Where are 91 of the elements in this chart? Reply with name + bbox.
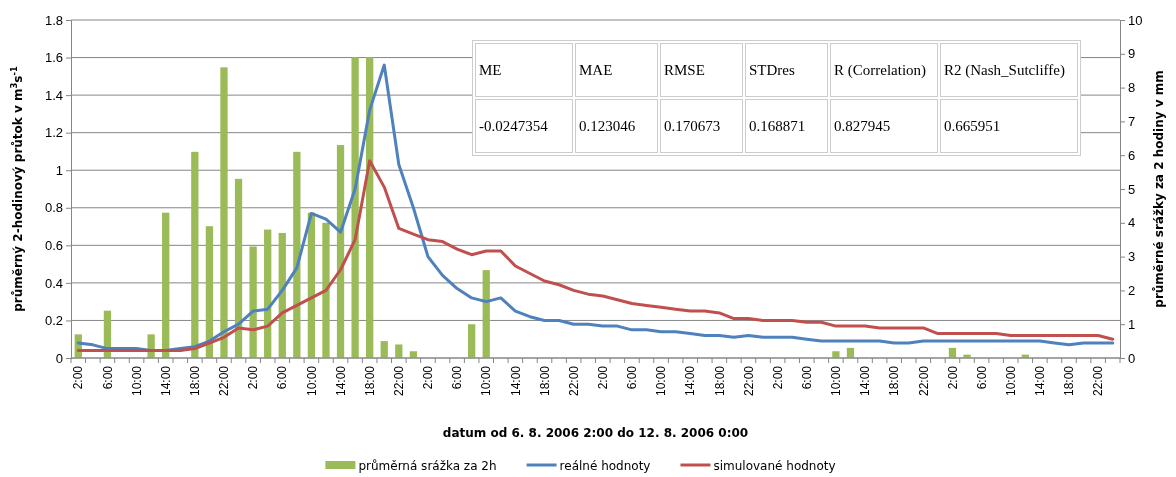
x-tick-label: 6:00	[100, 365, 115, 390]
y2-tick-label: 6	[1128, 147, 1136, 163]
bar	[234, 178, 243, 358]
x-tick-label: 6:00	[799, 365, 814, 390]
annotation: MAE	[575, 43, 658, 97]
x-tick-label: 10:00	[829, 365, 844, 397]
y2-tick-label: 1	[1128, 316, 1136, 332]
annotation: 0.665951	[940, 99, 1078, 153]
bar	[468, 324, 476, 358]
y-tick-label: 0.8	[44, 200, 63, 216]
annotation: RMSE	[660, 43, 743, 97]
x-tick-label: 22:00	[566, 365, 581, 397]
legend-label: simulované hodnoty	[713, 459, 836, 473]
x-tick-label: 10:00	[304, 365, 319, 397]
x-tick-label: 2:00	[595, 365, 610, 390]
x-tick-label: 10:00	[654, 365, 669, 397]
x-tick-label: 18:00	[712, 365, 727, 397]
y-tick-label: 0.6	[44, 237, 63, 253]
x-axis-title: datum od 6. 8. 2006 2:00 do 12. 8. 2006 0:00	[442, 426, 749, 440]
y2-tick-label: 3	[1128, 249, 1136, 265]
annotation: 0.123046	[575, 99, 658, 153]
x-tick-label: 18:00	[537, 365, 552, 397]
bar	[380, 341, 388, 358]
annotation: R (Correlation)	[830, 43, 938, 97]
y-tick-label: 0.2	[44, 313, 63, 329]
x-tick-label: 22:00	[217, 365, 232, 397]
bar	[162, 212, 170, 358]
x-tick-label: 22:00	[916, 365, 931, 397]
annotation: STDres	[745, 43, 828, 97]
line-series	[76, 63, 1115, 352]
bar	[205, 226, 214, 358]
x-tick-label: 6:00	[450, 365, 465, 390]
x-tick-label: 14:00	[158, 365, 173, 397]
x-tick-label: 18:00	[887, 365, 902, 397]
x-tick-label: 2:00	[770, 365, 785, 390]
x-tick-label: 22:00	[741, 365, 756, 397]
y2-tick-label: 4	[1128, 215, 1136, 231]
y2-tick-label: 2	[1128, 283, 1136, 299]
annotation: R2 (Nash_Sutcliffe)	[940, 43, 1078, 97]
x-tick-label: 10:00	[129, 365, 144, 397]
x-tick-label: 14:00	[858, 365, 873, 397]
y2-tick-label: 7	[1128, 114, 1136, 130]
legend-label: reálné hodnoty	[559, 459, 651, 473]
y2-tick-label: 0	[1128, 350, 1136, 366]
x-tick-label: 18:00	[188, 365, 203, 397]
x-tick-label: 6:00	[974, 365, 989, 390]
x-tick-label: 6:00	[275, 365, 290, 390]
x-tick-label: 10:00	[479, 365, 494, 397]
legend-label: průměrná srážka za 2h	[358, 459, 497, 473]
x-tick-label: 22:00	[1091, 365, 1106, 397]
y-tick-label: 0	[55, 350, 63, 366]
annotation: 0.170673	[660, 99, 743, 153]
y-tick-label: 0.4	[44, 275, 63, 291]
bar	[482, 270, 490, 358]
x-tick-label: 2:00	[71, 365, 86, 390]
y2-tick-label: 10	[1128, 12, 1143, 28]
x-tick-label: 14:00	[333, 365, 348, 397]
bar	[395, 344, 403, 358]
annotation: 0.168871	[745, 99, 828, 153]
x-tick-label: 2:00	[421, 365, 436, 390]
bar	[351, 57, 359, 358]
bar	[191, 151, 199, 358]
bar	[220, 67, 228, 358]
y-tick-label: 1	[55, 162, 63, 178]
y2-tick-label: 8	[1128, 80, 1136, 96]
bar	[336, 145, 345, 358]
y2-axis-title: průměrné srážky za 2 hodiny v mm	[1152, 70, 1166, 308]
x-tick-label: 22:00	[392, 365, 407, 397]
x-tick-label: 2:00	[246, 365, 261, 390]
x-tick-label: 14:00	[1033, 365, 1048, 397]
line-series	[76, 159, 1115, 352]
annotation: 0.827945	[830, 99, 938, 153]
bar	[249, 246, 257, 358]
annotation: -0.0247354	[475, 99, 573, 153]
x-tick-label: 14:00	[508, 365, 523, 397]
y-tick-label: 1.2	[44, 125, 63, 141]
x-tick-label: 6:00	[625, 365, 640, 390]
bar	[322, 222, 330, 358]
x-tick-label: 2:00	[945, 365, 960, 390]
y-tick-label: 1.6	[44, 50, 63, 66]
y2-tick-label: 9	[1128, 46, 1136, 62]
y-tick-label: 1.8	[44, 12, 63, 28]
bar	[293, 151, 301, 358]
annotation: ME	[475, 43, 573, 97]
x-tick-label: 18:00	[1062, 365, 1077, 397]
bar	[832, 351, 840, 358]
y2-tick-label: 5	[1128, 181, 1136, 197]
x-tick-label: 18:00	[362, 365, 377, 397]
y-tick-label: 1.4	[44, 87, 63, 103]
x-tick-label: 10:00	[1003, 365, 1018, 397]
x-tick-label: 14:00	[683, 365, 698, 397]
